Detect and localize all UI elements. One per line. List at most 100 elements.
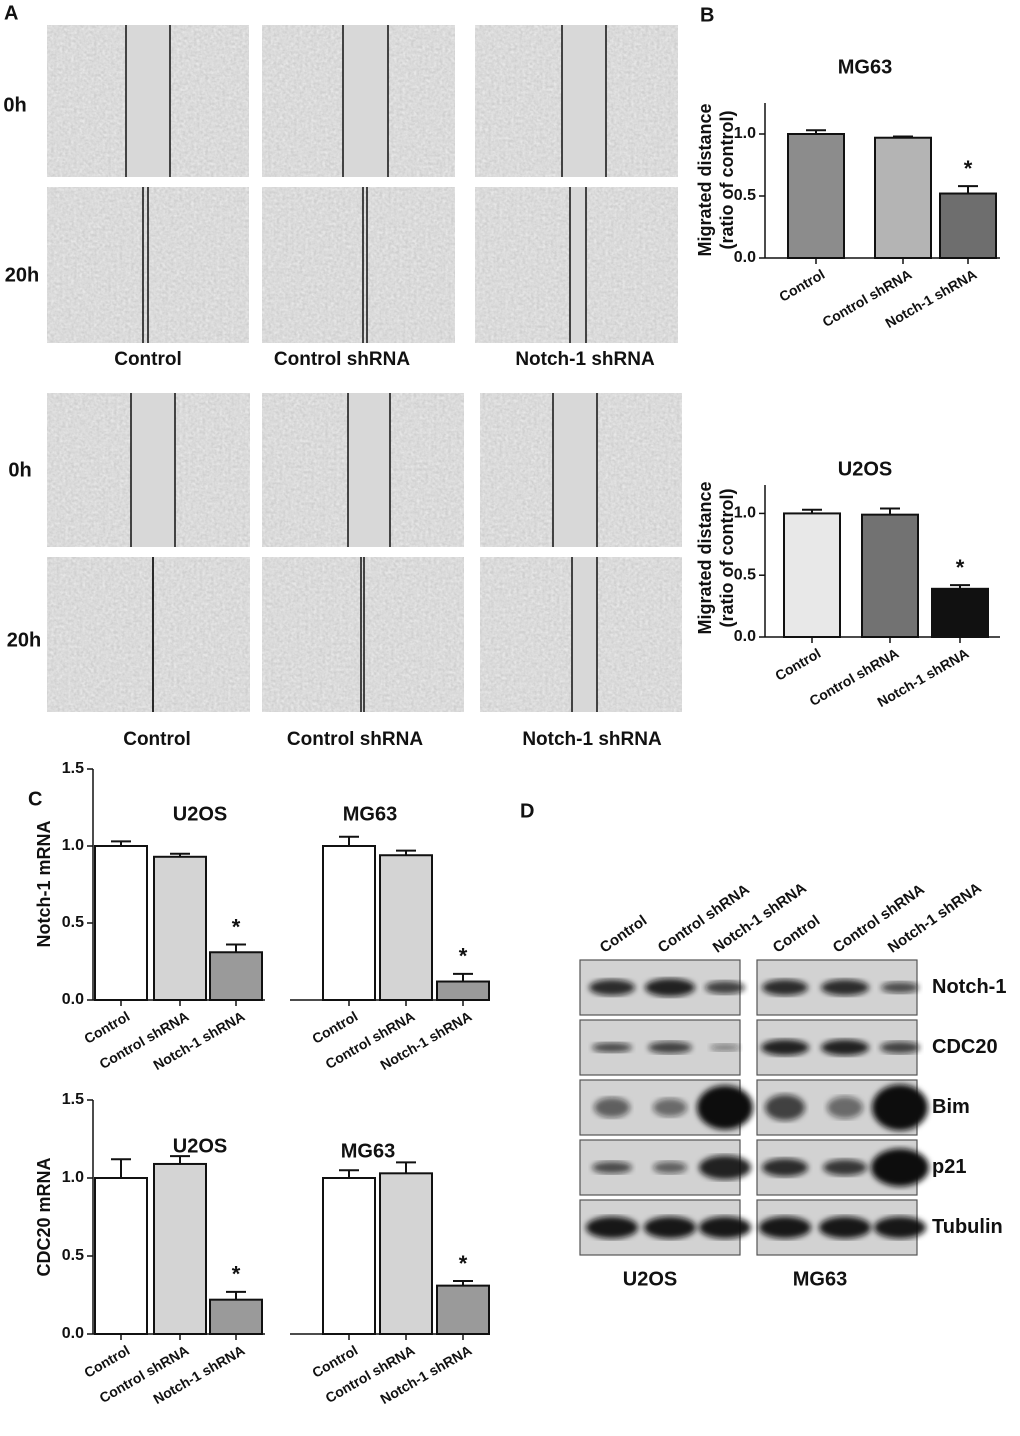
y-tick-label: 0.0 bbox=[62, 991, 84, 1008]
bar bbox=[153, 1162, 207, 1335]
group-title: U2OS bbox=[173, 803, 227, 825]
group-title: MG63 bbox=[343, 803, 397, 825]
bar bbox=[783, 512, 841, 639]
row-label: 0h bbox=[8, 459, 31, 481]
bar bbox=[322, 845, 376, 1001]
blot-band bbox=[821, 1039, 869, 1056]
bar bbox=[931, 587, 989, 638]
bar bbox=[939, 192, 997, 260]
y-axis-label: (ratio of control) bbox=[717, 111, 737, 250]
blot-band bbox=[699, 1155, 751, 1180]
bar bbox=[787, 133, 845, 259]
scratch-gap bbox=[343, 25, 388, 177]
blot-band bbox=[871, 1148, 929, 1187]
blot-band bbox=[653, 1098, 687, 1117]
bar bbox=[94, 845, 148, 1001]
group-title: MG63 bbox=[341, 1140, 395, 1162]
y-axis-label: Notch-1 mRNA bbox=[34, 820, 54, 947]
bar bbox=[94, 1177, 148, 1335]
blot-band bbox=[705, 981, 745, 994]
y-axis-label: (ratio of control) bbox=[717, 489, 737, 628]
blot-band bbox=[594, 1097, 630, 1118]
x-tick-label: Control bbox=[776, 266, 827, 305]
bar bbox=[209, 951, 263, 1002]
scratch-gap bbox=[131, 393, 175, 547]
y-axis-label: Migrated distance bbox=[695, 481, 715, 634]
lane-label: Control shRNA bbox=[830, 881, 928, 957]
y-tick-label: 0.5 bbox=[62, 914, 84, 931]
blot-band bbox=[765, 1094, 805, 1121]
y-tick-label: 1.0 bbox=[62, 1169, 84, 1186]
micrograph bbox=[262, 557, 464, 712]
bar bbox=[861, 513, 919, 638]
significance-mark: * bbox=[964, 156, 973, 181]
blot-band bbox=[827, 1096, 863, 1119]
scratch-gap bbox=[562, 25, 606, 177]
lane-label: Control shRNA bbox=[655, 881, 753, 957]
scratch-gap bbox=[348, 393, 390, 547]
blot-band bbox=[648, 1041, 692, 1054]
blot-band bbox=[697, 1085, 753, 1130]
significance-mark: * bbox=[232, 1262, 241, 1287]
blot-band bbox=[881, 982, 919, 993]
bar bbox=[322, 1177, 376, 1335]
blot-band bbox=[872, 1084, 928, 1131]
bar bbox=[209, 1298, 263, 1336]
blot-band bbox=[592, 1161, 632, 1174]
protein-label: p21 bbox=[932, 1156, 966, 1178]
protein-label: CDC20 bbox=[932, 1036, 998, 1058]
lane-label: Control bbox=[597, 912, 650, 957]
y-tick-label: 0.5 bbox=[734, 566, 756, 583]
panel-label: A bbox=[4, 2, 18, 24]
significance-mark: * bbox=[459, 1251, 468, 1276]
panel-label: D bbox=[520, 800, 534, 822]
y-tick-label: 1.5 bbox=[62, 1091, 84, 1108]
blot-band bbox=[589, 979, 635, 996]
blot-band bbox=[759, 1216, 811, 1239]
column-label: Notch-1 shRNA bbox=[522, 729, 662, 750]
scratch-gap bbox=[553, 393, 597, 547]
row-label: 0h bbox=[3, 94, 26, 116]
bar bbox=[379, 854, 433, 1001]
y-tick-label: 1.0 bbox=[734, 505, 756, 522]
blot-band bbox=[762, 1158, 808, 1177]
blot-band bbox=[874, 1216, 926, 1239]
significance-mark: * bbox=[459, 944, 468, 969]
blot-band bbox=[644, 1216, 696, 1239]
cell-line-label: U2OS bbox=[623, 1268, 677, 1290]
column-label: Control bbox=[123, 729, 191, 750]
bar bbox=[436, 980, 490, 1002]
y-tick-label: 1.0 bbox=[734, 125, 756, 142]
blot-band bbox=[821, 979, 869, 996]
x-tick-label: Control bbox=[772, 645, 823, 684]
y-tick-label: 0.5 bbox=[734, 187, 756, 204]
y-axis-label: Migrated distance bbox=[695, 103, 715, 256]
bar bbox=[153, 855, 207, 1002]
blot-band bbox=[710, 1044, 740, 1051]
blot-band bbox=[645, 978, 695, 997]
blot-band bbox=[880, 1041, 920, 1054]
column-label: Control shRNA bbox=[287, 729, 423, 750]
significance-mark: * bbox=[956, 555, 965, 580]
scratch-gap bbox=[572, 557, 597, 712]
protein-label: Tubulin bbox=[932, 1216, 1003, 1238]
panel-label: B bbox=[700, 4, 714, 26]
y-axis-label: CDC20 mRNA bbox=[34, 1157, 54, 1276]
y-tick-label: 0.0 bbox=[734, 628, 756, 645]
scratch-gap bbox=[126, 25, 170, 177]
bar bbox=[436, 1284, 490, 1336]
lane-label: Control bbox=[770, 912, 823, 957]
panel-label: C bbox=[28, 788, 42, 810]
y-tick-label: 0.5 bbox=[62, 1247, 84, 1264]
group-title: U2OS bbox=[838, 458, 892, 480]
blot-band bbox=[653, 1161, 687, 1174]
blot-band bbox=[819, 1216, 871, 1239]
blot-band bbox=[699, 1216, 751, 1239]
row-label: 20h bbox=[7, 629, 41, 651]
column-label: Notch-1 shRNA bbox=[515, 349, 655, 370]
protein-label: Notch-1 bbox=[932, 976, 1006, 998]
cell-line-label: MG63 bbox=[793, 1268, 847, 1290]
protein-label: Bim bbox=[932, 1096, 970, 1118]
lane-label: Notch-1 shRNA bbox=[885, 879, 985, 956]
